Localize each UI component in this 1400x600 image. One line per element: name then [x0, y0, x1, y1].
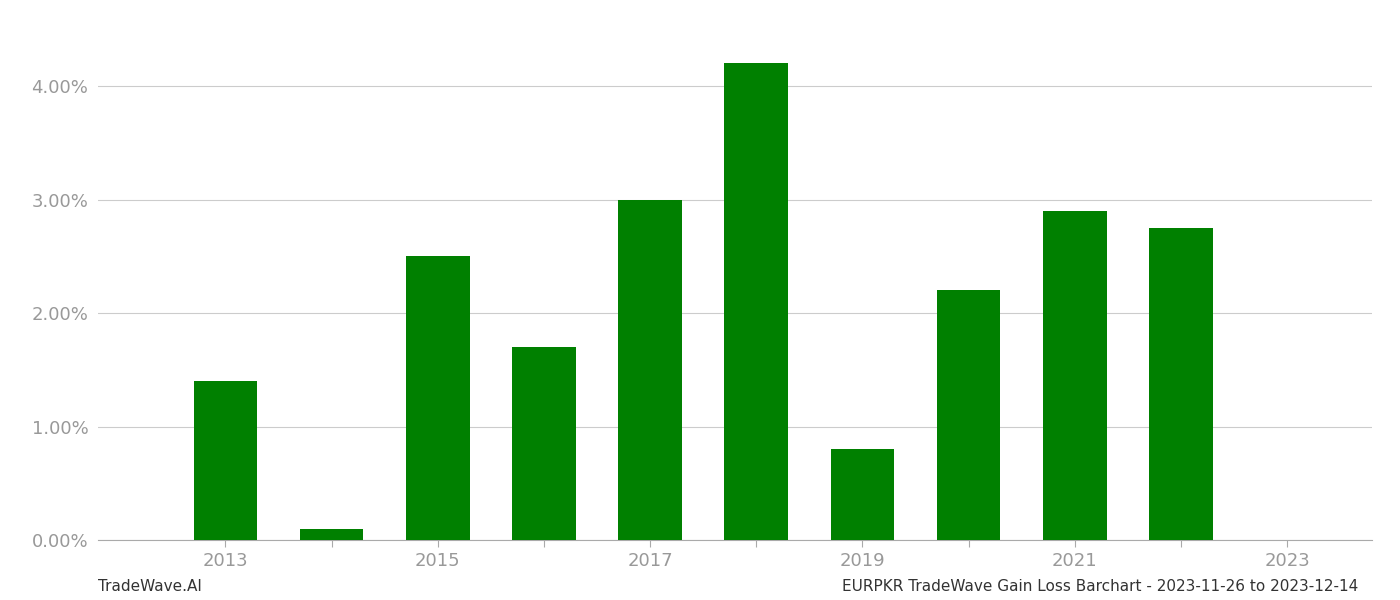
- Bar: [619, 200, 682, 540]
- Text: EURPKR TradeWave Gain Loss Barchart - 2023-11-26 to 2023-12-14: EURPKR TradeWave Gain Loss Barchart - 20…: [841, 579, 1358, 594]
- Bar: [406, 256, 469, 540]
- Bar: [724, 64, 788, 540]
- Bar: [830, 449, 895, 540]
- Bar: [193, 381, 258, 540]
- Bar: [937, 290, 1001, 540]
- Bar: [1043, 211, 1106, 540]
- Bar: [1149, 228, 1212, 540]
- Bar: [300, 529, 364, 540]
- Text: TradeWave.AI: TradeWave.AI: [98, 579, 202, 594]
- Bar: [512, 347, 575, 540]
